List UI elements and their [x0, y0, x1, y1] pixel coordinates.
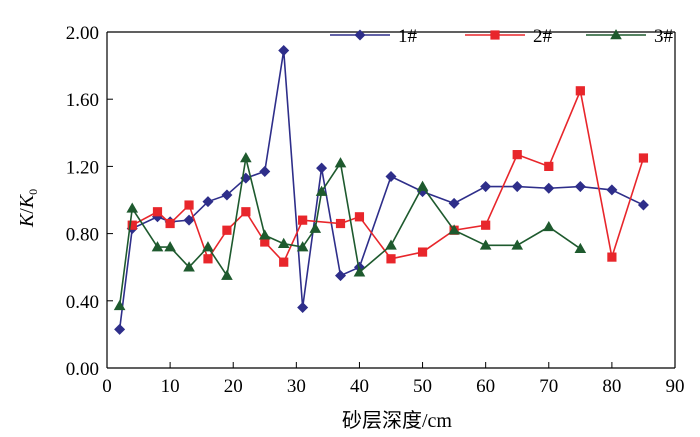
x-tick-label: 30 [287, 376, 306, 397]
data-point-square [481, 220, 491, 230]
legend-label: 2# [533, 26, 553, 47]
data-point-triangle [479, 239, 492, 250]
data-point-triangle [164, 241, 176, 252]
data-point-triangle [221, 269, 233, 280]
data-point-triangle [511, 239, 524, 250]
y-tick-label: 0.00 [66, 359, 99, 380]
x-tick-label: 50 [413, 376, 432, 397]
data-point-diamond [637, 199, 649, 211]
data-point-triangle [240, 152, 252, 163]
y-tick-label: 0.40 [66, 292, 99, 313]
series-3 [113, 152, 587, 311]
data-point-diamond [511, 181, 523, 193]
data-point-triangle [334, 157, 347, 168]
data-point-triangle [258, 229, 271, 240]
data-point-square [386, 254, 396, 264]
data-point-square [127, 220, 137, 230]
x-tick-label: 0 [102, 376, 112, 397]
data-point-square [607, 252, 617, 262]
series-layer [113, 44, 649, 335]
data-point-diamond [480, 181, 492, 193]
legend-label: 1# [398, 26, 418, 47]
data-point-square [417, 247, 428, 257]
data-point-square [222, 225, 232, 235]
data-point-square [184, 200, 194, 210]
data-point-triangle [296, 241, 309, 252]
data-point-triangle [610, 29, 622, 40]
data-point-triangle [113, 299, 126, 311]
data-point-square [512, 150, 522, 160]
y-tick-label: 0.80 [66, 225, 99, 246]
x-tick-label: 70 [539, 376, 558, 397]
data-point-diamond [259, 165, 271, 177]
legend-item-3: 3# [586, 26, 674, 47]
data-point-diamond [335, 270, 347, 282]
data-point-square [298, 215, 308, 225]
axes [106, 31, 676, 369]
series-line [118, 157, 581, 306]
legend-label: 3# [654, 26, 674, 47]
data-point-diamond [354, 29, 366, 41]
data-point-triangle [151, 241, 164, 252]
data-point-diamond [297, 302, 309, 314]
data-point-square [279, 257, 289, 267]
data-point-triangle [542, 220, 555, 232]
data-point-triangle [126, 202, 139, 213]
data-point-diamond [202, 196, 214, 208]
data-point-triangle [309, 222, 322, 233]
y-axis-title-k0: K [16, 193, 38, 209]
data-point-diamond [278, 44, 290, 56]
x-tick-label: 90 [666, 376, 685, 397]
tick-marks: 0 10 20 30 40 50 60 70 80 90 0.00 0.40 0.80 1.20 1.60 2… [66, 23, 685, 397]
data-point-triangle [385, 239, 397, 250]
data-point-triangle [315, 185, 328, 196]
data-point-square [335, 218, 346, 229]
data-point-diamond [221, 189, 233, 201]
data-point-square [544, 161, 554, 172]
series-1 [114, 44, 649, 335]
legend: 1# 2# 3# [330, 26, 674, 47]
x-axis-title: 砂层深度/cm [342, 409, 452, 432]
series-line [118, 50, 644, 330]
y-axis-title-slash: / [16, 208, 38, 214]
data-point-square [638, 153, 649, 163]
data-point-triangle [183, 261, 195, 272]
x-tick-label: 80 [602, 376, 621, 397]
legend-item-1: 1# [330, 26, 418, 47]
y-tick-label: 1.20 [66, 157, 99, 178]
data-point-diamond [385, 170, 397, 182]
y-axis-title: K/K0 [16, 189, 40, 228]
data-point-diamond [448, 197, 460, 209]
data-point-triangle [574, 242, 587, 253]
data-point-square [490, 30, 500, 40]
data-point-square [575, 86, 585, 96]
data-point-triangle [202, 241, 214, 252]
data-point-diamond [543, 182, 555, 194]
y-tick-label: 2.00 [66, 23, 99, 44]
x-tick-label: 40 [350, 376, 369, 397]
data-point-diamond [114, 323, 126, 335]
data-point-triangle [448, 224, 460, 235]
data-point-square [203, 254, 213, 264]
x-tick-label: 10 [161, 376, 180, 397]
data-point-square [165, 218, 175, 229]
data-point-diamond [574, 181, 586, 193]
data-point-triangle [416, 180, 429, 191]
data-point-diamond [183, 214, 195, 226]
x-tick-label: 20 [224, 376, 243, 397]
data-point-triangle [277, 237, 290, 248]
data-point-triangle [353, 266, 366, 277]
y-tick-label: 1.60 [66, 90, 99, 111]
y-axis-title-subscript: 0 [26, 189, 40, 195]
data-point-diamond [316, 162, 328, 174]
x-tick-label: 60 [476, 376, 495, 397]
legend-item-2: 2# [465, 26, 553, 47]
data-point-square [354, 212, 365, 222]
y-axis-title-k: K [16, 212, 38, 228]
data-point-square [152, 207, 163, 217]
data-point-square [241, 207, 251, 217]
data-point-diamond [606, 184, 618, 196]
